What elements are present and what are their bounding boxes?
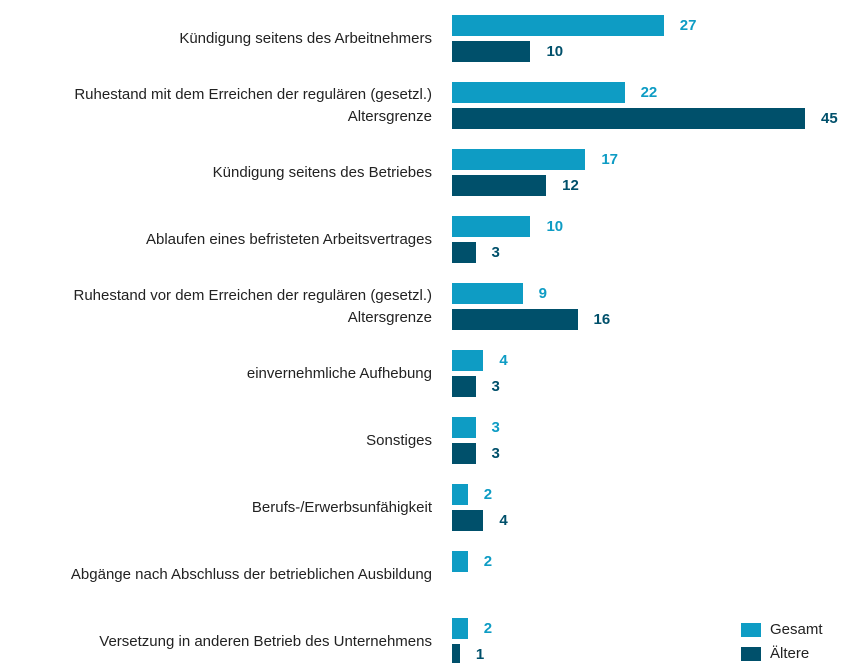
bar <box>452 41 531 62</box>
value-label: 3 <box>491 445 500 462</box>
bar <box>452 149 586 170</box>
value-label: 10 <box>546 43 564 60</box>
category-label: Versetzung in anderen Betrieb des Untern… <box>99 632 432 650</box>
bar <box>452 618 468 639</box>
value-label: 12 <box>562 177 579 194</box>
value-label: 27 <box>679 17 697 34</box>
bar <box>452 551 468 572</box>
legend-swatch <box>741 647 761 661</box>
value-label: 4 <box>499 352 508 369</box>
bar <box>452 417 476 438</box>
value-label: 22 <box>640 84 658 101</box>
legend-label: Ältere <box>770 645 810 662</box>
category-label: Ruhestand mit dem Erreichen der reguläre… <box>74 85 432 125</box>
bar <box>452 283 523 304</box>
value-label: 3 <box>491 244 500 261</box>
value-label: 3 <box>491 419 500 436</box>
bar <box>452 242 476 263</box>
value-label: 10 <box>546 218 564 235</box>
category-label: Sonstiges <box>366 431 432 449</box>
bar <box>452 510 484 531</box>
legend-label: Gesamt <box>770 621 823 638</box>
bar <box>452 350 484 371</box>
category-label: Berufs-/Erwerbsunfähigkeit <box>251 498 432 516</box>
bar <box>452 15 664 36</box>
value-label: 45 <box>821 110 838 127</box>
value-label: 17 <box>601 151 619 168</box>
category-label: Abgänge nach Abschluss der betrieblichen… <box>70 565 432 583</box>
category-label: Ablaufen eines befristeten Arbeitsvertra… <box>145 230 432 248</box>
category-label: Ruhestand vor dem Erreichen der reguläre… <box>73 286 432 326</box>
value-label: 2 <box>483 620 493 637</box>
value-label: 9 <box>538 285 547 302</box>
bar <box>452 309 578 330</box>
value-label: 16 <box>593 311 611 328</box>
category-label: Kündigung seitens des Arbeitnehmers <box>179 29 432 47</box>
bar <box>452 216 531 237</box>
bar <box>452 443 476 464</box>
bar <box>452 175 547 196</box>
category-label: einvernehmliche Aufhebung <box>246 364 432 382</box>
bar <box>452 108 805 129</box>
value-label: 2 <box>483 486 493 503</box>
value-label: 2 <box>483 553 493 570</box>
category-label: Kündigung seitens des Betriebes <box>212 163 432 181</box>
value-label: 4 <box>499 512 508 529</box>
value-label: 3 <box>491 378 500 395</box>
value-label: 1 <box>475 646 485 663</box>
bar <box>452 484 468 505</box>
bar <box>452 376 476 397</box>
legend-swatch <box>741 623 761 637</box>
bar <box>452 82 625 103</box>
bar <box>452 644 460 663</box>
